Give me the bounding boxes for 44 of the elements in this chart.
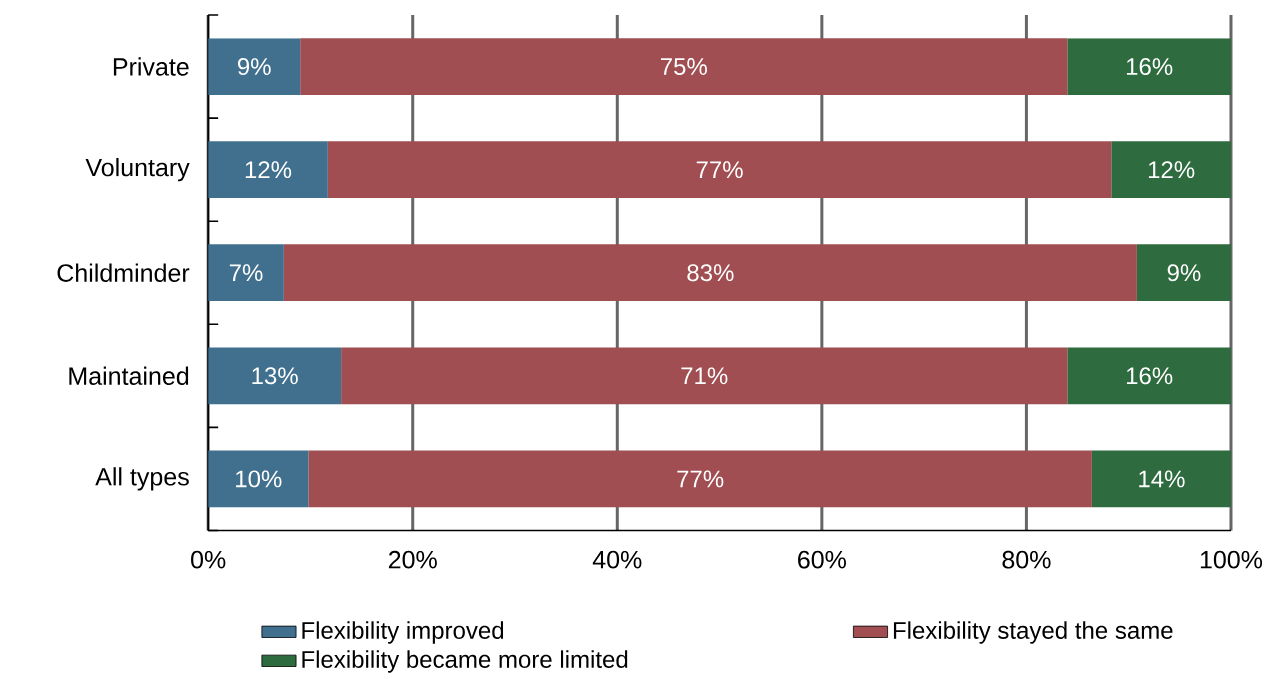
bar xyxy=(327,141,1112,199)
bar xyxy=(283,244,1137,302)
bar xyxy=(208,450,309,508)
bar xyxy=(208,38,301,96)
x-tick-label: 80% xyxy=(1002,551,1051,569)
data-label: 7% xyxy=(229,264,263,282)
bar xyxy=(308,450,1092,508)
legend-label: Flexibility stayed the same xyxy=(893,621,1173,644)
bar xyxy=(1111,141,1231,199)
bar xyxy=(1136,244,1231,302)
bar xyxy=(1067,38,1231,96)
legend-label: Flexibility improved xyxy=(302,621,504,644)
data-label: 9% xyxy=(237,58,271,76)
y-tick-label: Childminder xyxy=(57,263,190,283)
data-label: 77% xyxy=(677,470,724,488)
data-label: 16% xyxy=(1126,367,1173,385)
bar xyxy=(208,141,328,199)
x-tick-label: 100% xyxy=(1200,551,1263,569)
legend-label: Flexibility became more limited xyxy=(302,650,628,673)
data-label: 71% xyxy=(681,367,728,385)
data-label: 77% xyxy=(696,161,743,179)
data-label: 13% xyxy=(252,367,298,385)
bar xyxy=(208,347,342,405)
data-label: 14% xyxy=(1139,470,1185,488)
data-label: 9% xyxy=(1167,264,1201,282)
x-tick-label: 40% xyxy=(592,551,642,569)
bar xyxy=(300,38,1068,96)
y-tick-label: Voluntary xyxy=(85,158,190,182)
bar xyxy=(1067,347,1231,405)
bar xyxy=(341,347,1068,405)
bar xyxy=(208,244,284,302)
data-label: 10% xyxy=(236,470,282,488)
bar xyxy=(1091,450,1231,508)
x-tick-label: 0% xyxy=(191,551,226,569)
data-label: 12% xyxy=(1148,161,1195,179)
x-tick-label: 20% xyxy=(388,551,437,569)
x-tick-label: 60% xyxy=(798,551,846,569)
y-tick-label: Maintained xyxy=(69,366,189,386)
data-label: 83% xyxy=(687,264,734,282)
data-label: 16% xyxy=(1126,58,1173,76)
y-tick-label: Private xyxy=(113,57,189,76)
data-label: 12% xyxy=(245,161,292,179)
data-label: 75% xyxy=(660,58,707,76)
y-tick-label: All types xyxy=(95,467,189,491)
